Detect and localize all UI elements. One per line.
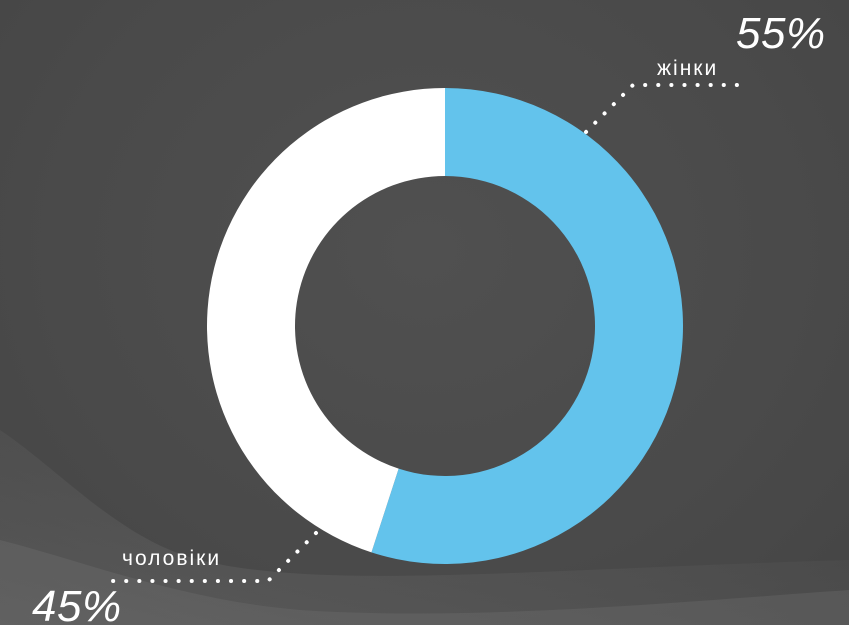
slice-value-label-women: 55% bbox=[736, 9, 826, 58]
leader-line-women bbox=[584, 83, 742, 134]
slice-category-label-women: жінки bbox=[657, 57, 719, 80]
donut-slice-women bbox=[371, 88, 683, 564]
slice-value-label-men: 45% bbox=[32, 582, 122, 625]
leader-line-men bbox=[110, 531, 318, 583]
slice-category-label-men: чоловіки bbox=[122, 547, 222, 570]
donut-slice-men bbox=[206, 88, 445, 553]
